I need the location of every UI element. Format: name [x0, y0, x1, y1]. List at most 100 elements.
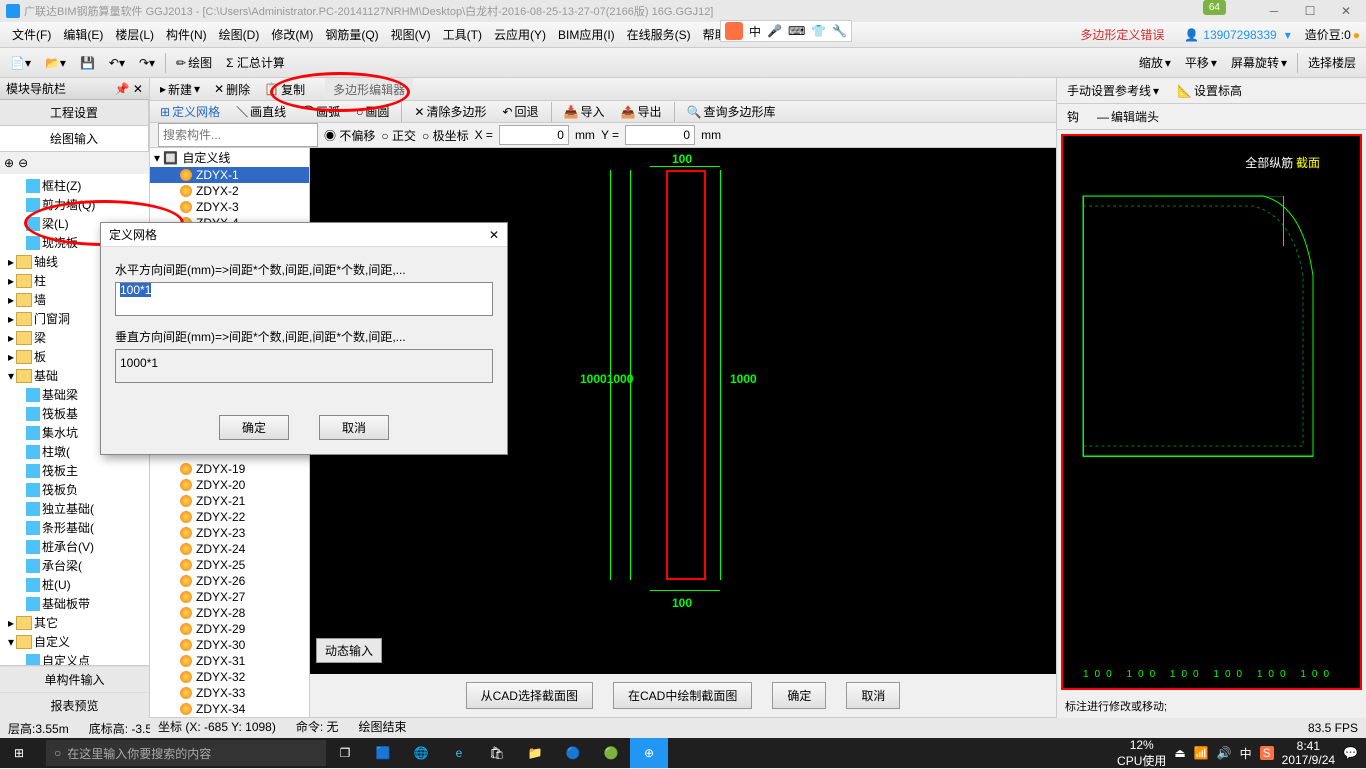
tree-item[interactable]: 筏板主 [2, 461, 147, 480]
set-elevation-button[interactable]: 📐 设置标高 [1173, 80, 1246, 101]
polar-radio[interactable]: ○ 极坐标 [422, 127, 469, 144]
v-spacing-input[interactable]: 1000*1 [115, 349, 493, 383]
taskbar-app-icon[interactable]: 🟦 [364, 738, 402, 768]
tree-item[interactable]: 条形基础( [2, 518, 147, 537]
taskbar-edge-icon[interactable]: e [440, 738, 478, 768]
tray-sogou-icon[interactable]: S [1260, 746, 1274, 760]
manual-ref-button[interactable]: 手动设置参考线 ▾ [1063, 80, 1163, 101]
menu-cloud[interactable]: 云应用(Y) [488, 26, 552, 43]
tab-draw-input[interactable]: 绘图输入 [0, 126, 149, 151]
floor-select-button[interactable]: 选择楼层 [1304, 52, 1360, 73]
menu-tools[interactable]: 工具(T) [437, 26, 488, 43]
tree-item[interactable]: ▸ 其它 [2, 613, 147, 632]
tree-item[interactable]: ▾ 自定义 [2, 632, 147, 651]
x-input[interactable] [499, 125, 569, 145]
draw-button[interactable]: ✏ 绘图 [172, 52, 216, 73]
tree-item[interactable]: 桩(U) [2, 575, 147, 594]
single-component-button[interactable]: 单构件输入 [0, 666, 149, 692]
collapse-icon[interactable]: ⊖ [18, 156, 28, 170]
taskbar-app-icon[interactable]: 🟢 [592, 738, 630, 768]
list-item[interactable]: ZDYX-26 [150, 573, 309, 589]
circle-button[interactable]: ○ 画圆 [352, 101, 393, 122]
taskbar-app-icon[interactable]: ⊕ [630, 738, 668, 768]
pin-icon[interactable]: 📌 ✕ [115, 82, 143, 96]
list-item[interactable]: ZDYX-28 [150, 605, 309, 621]
dialog-cancel-button[interactable]: 取消 [319, 415, 389, 440]
h-spacing-input[interactable]: 100*1 [115, 282, 493, 316]
export-button[interactable]: 📤 导出 [617, 101, 666, 122]
taskbar-app-icon[interactable]: 🌐 [402, 738, 440, 768]
list-item[interactable]: ZDYX-33 [150, 685, 309, 701]
expand-icon[interactable]: ⊕ [4, 156, 14, 170]
list-item[interactable]: ZDYX-2 [150, 183, 309, 199]
menu-view[interactable]: 视图(V) [385, 26, 437, 43]
tray-volume-icon[interactable]: 🔊 [1217, 746, 1232, 760]
tray-network-icon[interactable]: 📶 [1194, 746, 1209, 760]
zoom-button[interactable]: 缩放 ▾ [1135, 52, 1175, 73]
tree-item[interactable]: 桩承台(V) [2, 537, 147, 556]
open-button[interactable]: 📂▾ [41, 54, 70, 72]
list-item[interactable]: ZDYX-24 [150, 541, 309, 557]
tree-item[interactable]: 承台梁( [2, 556, 147, 575]
new-component-button[interactable]: ▸ 新建 ▾ [156, 79, 204, 100]
grid-button[interactable]: ⊞ 定义网格 [156, 101, 224, 122]
redo-button[interactable]: ↷▾ [135, 54, 159, 72]
tree-item[interactable]: 自定义点 [2, 651, 147, 665]
cad-select-button[interactable]: 从CAD选择截面图 [466, 682, 593, 709]
cancel-button[interactable]: 取消 [846, 682, 900, 709]
start-button[interactable]: ⊞ [0, 738, 38, 768]
tray-ime-icon[interactable]: 中 [1240, 745, 1252, 762]
search-input[interactable] [158, 123, 318, 147]
tree-item[interactable]: 独立基础( [2, 499, 147, 518]
dynamic-input-button[interactable]: 动态输入 [316, 638, 382, 663]
dialog-close-button[interactable]: ✕ [489, 228, 499, 242]
menu-edit[interactable]: 编辑(E) [57, 26, 109, 43]
list-item[interactable]: ZDYX-23 [150, 525, 309, 541]
ortho-radio[interactable]: ○ 正交 [381, 127, 416, 144]
taskbar-app-icon[interactable]: 🔵 [554, 738, 592, 768]
minimize-button[interactable]: ─ [1260, 1, 1288, 21]
menu-bim[interactable]: BIM应用(I) [552, 26, 621, 43]
tree-item[interactable]: 框柱(Z) [2, 176, 147, 195]
menu-draw[interactable]: 绘图(D) [213, 26, 266, 43]
ok-button[interactable]: 确定 [772, 682, 826, 709]
list-item[interactable]: ZDYX-20 [150, 477, 309, 493]
menu-online[interactable]: 在线服务(S) [621, 26, 697, 43]
import-button[interactable]: 📥 导入 [560, 101, 609, 122]
list-item[interactable]: ZDYX-27 [150, 589, 309, 605]
noedit-radio[interactable]: ◉ 不偏移 [324, 127, 375, 144]
list-item[interactable]: ZDYX-34 [150, 701, 309, 717]
back-button[interactable]: ↶ 回退 [498, 101, 542, 122]
y-input[interactable] [625, 125, 695, 145]
sum-button[interactable]: Σ 汇总计算 [222, 52, 289, 73]
list-item[interactable]: ZDYX-29 [150, 621, 309, 637]
dialog-ok-button[interactable]: 确定 [219, 415, 289, 440]
ime-toolbar[interactable]: 中 🎤 ⌨ 👕 🔧 [720, 20, 852, 42]
edit-end-button[interactable]: — 编辑端头 [1093, 106, 1163, 127]
new-file-button[interactable]: 📄▾ [6, 54, 35, 72]
section-canvas[interactable]: 全部纵筋 截面 100 100 100 100 100 100 [1061, 134, 1362, 690]
report-preview-button[interactable]: 报表预览 [0, 692, 149, 718]
pan-button[interactable]: 平移 ▾ [1181, 52, 1221, 73]
user-info[interactable]: 👤 13907298339 ▾ [1184, 28, 1290, 42]
list-item[interactable]: ZDYX-31 [150, 653, 309, 669]
undo-button[interactable]: ↶▾ [105, 54, 129, 72]
tab-engineering[interactable]: 工程设置 [0, 100, 149, 125]
menu-floor[interactable]: 楼层(L) [109, 26, 160, 43]
delete-button[interactable]: ✕ 删除 [210, 79, 254, 100]
menu-file[interactable]: 文件(F) [6, 26, 57, 43]
arc-button[interactable]: ⌒ 画弧 [298, 101, 344, 122]
list-item[interactable]: ZDYX-21 [150, 493, 309, 509]
clear-button[interactable]: ✕ 清除多边形 [410, 101, 490, 122]
rotate-button[interactable]: 屏幕旋转 ▾ [1227, 52, 1291, 73]
list-item[interactable]: ZDYX-22 [150, 509, 309, 525]
tree-item[interactable]: 基础板带 [2, 594, 147, 613]
taskbar-app-icon[interactable]: 📁 [516, 738, 554, 768]
list-root[interactable]: ▾ 🔲 自定义线 [150, 148, 309, 167]
tree-item[interactable]: 筏板负 [2, 480, 147, 499]
list-item[interactable]: ZDYX-19 [150, 461, 309, 477]
list-item[interactable]: ZDYX-1 [150, 167, 309, 183]
tree-item[interactable]: 剪力墙(Q) [2, 195, 147, 214]
list-item[interactable]: ZDYX-30 [150, 637, 309, 653]
list-item[interactable]: ZDYX-25 [150, 557, 309, 573]
